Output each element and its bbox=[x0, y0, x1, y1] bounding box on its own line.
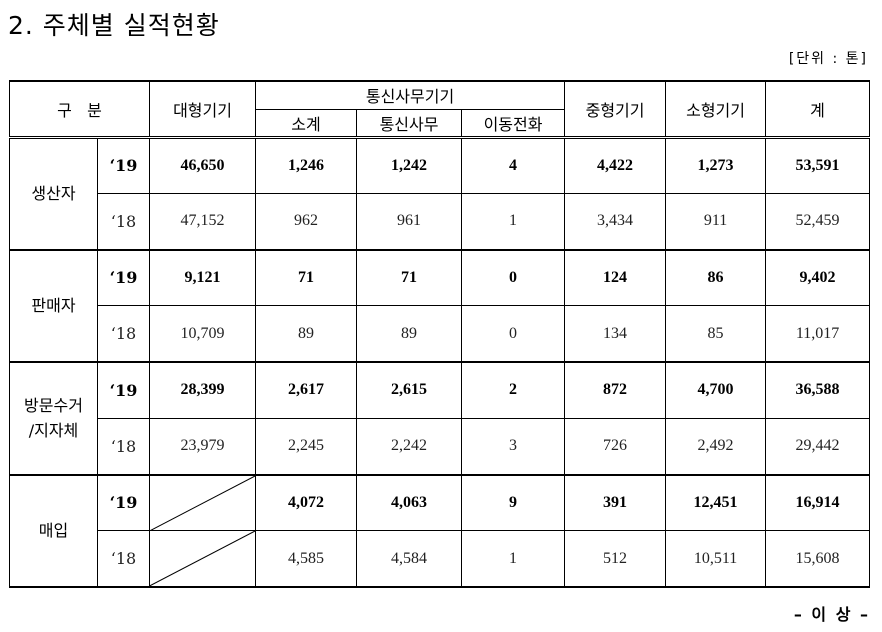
value-cell-small: 911 bbox=[665, 192, 767, 251]
value-cell-medium: 726 bbox=[564, 417, 667, 476]
value-cell-total: 9,402 bbox=[765, 248, 871, 307]
value-cell-mobile: 1 bbox=[461, 530, 566, 588]
header-category: 구 분 bbox=[8, 80, 151, 139]
value-cell-total: 53,591 bbox=[765, 135, 871, 194]
value-cell-large: 46,650 bbox=[149, 135, 257, 194]
value-cell-subtotal: 2,617 bbox=[255, 360, 358, 419]
table-row: ‘18 47,152 962 961 1 3,434 911 52,459 bbox=[10, 192, 871, 251]
year-cell: ‘19 bbox=[96, 360, 151, 419]
year-cell: ‘19 bbox=[96, 135, 151, 194]
year-cell: ‘18 bbox=[96, 530, 151, 588]
year-cell: ‘18 bbox=[96, 417, 151, 476]
year-cell: ‘19 bbox=[96, 473, 151, 532]
value-cell-telecom-office: 961 bbox=[356, 192, 463, 251]
empty-slash-cell bbox=[149, 473, 257, 532]
value-cell-total: 15,608 bbox=[765, 530, 871, 588]
group-label-line: /지자체 bbox=[28, 421, 79, 441]
value-cell-small: 1,273 bbox=[665, 135, 767, 194]
value-cell-total: 36,588 bbox=[765, 360, 871, 419]
value-cell-total: 52,459 bbox=[765, 192, 871, 251]
value-cell-telecom-office: 4,063 bbox=[356, 473, 463, 532]
group-label-line: 매입 bbox=[38, 520, 69, 540]
table-body: 생산자 ‘19 46,650 1,246 1,242 4 4,422 1,273 53,591 ‘… bbox=[9, 135, 871, 588]
year-cell: ‘19 bbox=[96, 248, 151, 307]
value-cell-total: 16,914 bbox=[765, 473, 871, 532]
table-row: ‘18 4,585 4,584 1 512 10,511 15,608 bbox=[10, 530, 871, 588]
header-small: 소형기기 bbox=[665, 80, 767, 139]
value-cell-mobile: 4 bbox=[461, 135, 566, 194]
value-cell-telecom-office: 1,242 bbox=[356, 135, 463, 194]
value-cell-small: 86 bbox=[665, 248, 767, 307]
value-cell-medium: 3,434 bbox=[564, 192, 667, 251]
value-cell-mobile: 9 bbox=[461, 473, 566, 532]
header-large: 대형기기 bbox=[149, 80, 257, 139]
group-label: 매입 bbox=[9, 473, 98, 588]
table-row: 생산자 ‘19 46,650 1,246 1,242 4 4,422 1,273 53,591 bbox=[9, 135, 871, 250]
value-cell-telecom-office: 2,242 bbox=[356, 417, 463, 476]
group-label: 판매자 bbox=[9, 248, 98, 363]
value-cell-total: 11,017 bbox=[765, 305, 871, 363]
header-mobile: 이동전화 bbox=[461, 108, 566, 139]
value-cell-medium: 124 bbox=[564, 248, 667, 307]
group-label: 생산자 bbox=[9, 136, 98, 250]
group-label: 방문수거/지자체 bbox=[9, 361, 98, 475]
value-cell-telecom-office: 4,584 bbox=[356, 530, 463, 588]
end-mark: – 이 상 – bbox=[793, 605, 870, 624]
value-cell-subtotal: 4,072 bbox=[255, 473, 358, 532]
value-cell-subtotal: 962 bbox=[255, 192, 358, 251]
value-cell-large: 10,709 bbox=[149, 305, 257, 363]
unit-label: [단위 : 톤] bbox=[788, 51, 868, 67]
value-cell-small: 12,451 bbox=[665, 473, 767, 532]
value-cell-mobile: 0 bbox=[461, 305, 566, 363]
value-cell-mobile: 0 bbox=[461, 248, 566, 307]
value-cell-total: 29,442 bbox=[765, 417, 871, 476]
section-title: 2. 주체별 실적현황 bbox=[8, 11, 220, 40]
value-cell-medium: 4,422 bbox=[564, 135, 667, 194]
empty-slash-cell bbox=[149, 530, 257, 588]
group-label-line: 판매자 bbox=[31, 295, 76, 315]
year-cell: ‘18 bbox=[96, 305, 151, 363]
value-cell-large: 9,121 bbox=[149, 248, 257, 307]
value-cell-subtotal: 4,585 bbox=[255, 530, 358, 588]
value-cell-small: 2,492 bbox=[665, 417, 767, 476]
table-row: 판매자 ‘19 9,121 71 71 0 124 86 9,402 bbox=[9, 248, 871, 363]
value-cell-medium: 134 bbox=[564, 305, 667, 363]
value-cell-subtotal: 2,245 bbox=[255, 417, 358, 476]
value-cell-small: 4,700 bbox=[665, 360, 767, 419]
header-total: 계 bbox=[765, 80, 871, 139]
group-label-line: 방문수거 bbox=[24, 395, 83, 415]
year-cell: ‘18 bbox=[96, 192, 151, 251]
table-row: ‘18 10,709 89 89 0 134 85 11,017 bbox=[10, 305, 871, 363]
value-cell-subtotal: 89 bbox=[255, 305, 358, 363]
value-cell-telecom-office: 71 bbox=[356, 248, 463, 307]
value-cell-small: 10,511 bbox=[665, 530, 767, 588]
value-cell-subtotal: 71 bbox=[255, 248, 358, 307]
value-cell-large: 23,979 bbox=[149, 417, 257, 476]
table-row: ‘18 23,979 2,245 2,242 3 726 2,492 29,442 bbox=[10, 417, 871, 476]
value-cell-mobile: 1 bbox=[461, 192, 566, 251]
value-cell-telecom-office: 2,615 bbox=[356, 360, 463, 419]
value-cell-telecom-office: 89 bbox=[356, 305, 463, 363]
value-cell-medium: 391 bbox=[564, 473, 667, 532]
value-cell-mobile: 3 bbox=[461, 417, 566, 476]
value-cell-large: 47,152 bbox=[149, 192, 257, 251]
group-label-line: 생산자 bbox=[31, 183, 76, 203]
table-row: 매입 ‘19 4,072 4,063 9 391 12,451 16,914 bbox=[9, 473, 871, 588]
diagonal-slash-icon bbox=[150, 531, 255, 586]
value-cell-medium: 872 bbox=[564, 360, 667, 419]
table-row: 방문수거/지자체 ‘19 28,399 2,617 2,615 2 872 4,700 36,5… bbox=[9, 360, 871, 475]
value-cell-large: 28,399 bbox=[149, 360, 257, 419]
value-cell-medium: 512 bbox=[564, 530, 667, 588]
value-cell-mobile: 2 bbox=[461, 360, 566, 419]
value-cell-subtotal: 1,246 bbox=[255, 135, 358, 194]
header-medium: 중형기기 bbox=[564, 80, 667, 139]
performance-table: 구 분 대형기기 통신사무기기 중형기기 소형기기 계 소계 통신사무 이동전화… bbox=[8, 80, 871, 588]
header-subtotal: 소계 bbox=[255, 108, 358, 139]
diagonal-slash-icon bbox=[150, 476, 255, 531]
header-telecom-office: 통신사무 bbox=[356, 108, 463, 139]
header-telecom-group: 통신사무기기 bbox=[255, 80, 566, 110]
value-cell-small: 85 bbox=[665, 305, 767, 363]
